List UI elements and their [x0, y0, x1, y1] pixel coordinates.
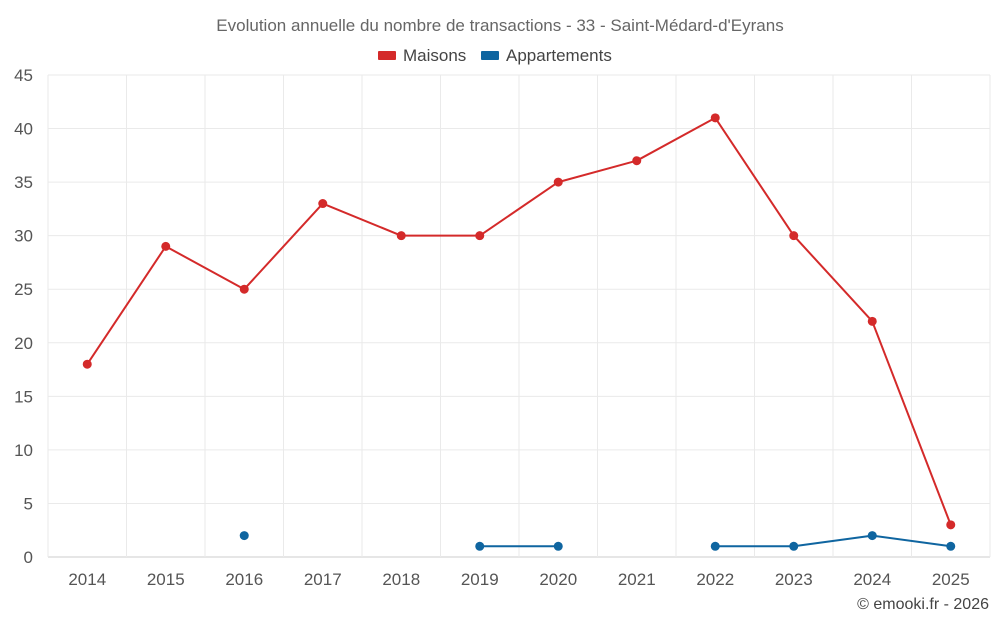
data-point-appartements-2020[interactable]	[553, 541, 563, 551]
x-tick-label: 2023	[775, 570, 813, 589]
legend-swatch	[481, 51, 499, 60]
x-tick-label: 2024	[853, 570, 891, 589]
data-point-appartements-2016[interactable]	[239, 531, 249, 541]
y-axis: 0 5 10 15 20 25 30 35 40 45	[14, 66, 33, 567]
series-group	[82, 113, 956, 551]
data-point-maisons-2015[interactable]	[161, 241, 171, 251]
legend: Maisons Appartements	[378, 46, 612, 65]
x-tick-label: 2025	[932, 570, 970, 589]
x-tick-label: 2015	[147, 570, 185, 589]
data-point-appartements-2019[interactable]	[475, 541, 485, 551]
data-point-maisons-2023[interactable]	[789, 231, 799, 241]
data-point-maisons-2019[interactable]	[475, 231, 485, 241]
y-tick-label: 30	[14, 227, 33, 246]
data-point-appartements-2023[interactable]	[789, 541, 799, 551]
x-tick-label: 2017	[304, 570, 342, 589]
y-tick-label: 40	[14, 120, 33, 139]
x-tick-label: 2021	[618, 570, 656, 589]
legend-label: Maisons	[403, 46, 466, 65]
data-point-maisons-2024[interactable]	[867, 316, 877, 326]
y-tick-label: 10	[14, 441, 33, 460]
chart-title: Evolution annuelle du nombre de transact…	[216, 16, 783, 35]
data-point-maisons-2025[interactable]	[946, 520, 956, 530]
y-tick-label: 15	[14, 387, 33, 406]
data-point-appartements-2022[interactable]	[710, 541, 720, 551]
data-point-maisons-2016[interactable]	[239, 284, 249, 294]
grid-lines	[47, 74, 991, 558]
data-point-maisons-2022[interactable]	[710, 113, 720, 123]
series-line-maisons	[86, 116, 952, 526]
y-tick-label: 25	[14, 280, 33, 299]
data-point-maisons-2018[interactable]	[396, 231, 406, 241]
series-maisons	[82, 113, 956, 530]
data-point-maisons-2020[interactable]	[553, 177, 563, 187]
y-tick-label: 0	[24, 548, 33, 567]
data-point-maisons-2021[interactable]	[632, 156, 642, 166]
series-line-appartements	[715, 534, 951, 548]
y-tick-label: 20	[14, 334, 33, 353]
legend-item-maisons[interactable]: Maisons	[378, 46, 466, 65]
x-tick-label: 2014	[68, 570, 106, 589]
data-point-appartements-2024[interactable]	[867, 531, 877, 541]
x-tick-label: 2019	[461, 570, 499, 589]
y-tick-label: 45	[14, 66, 33, 85]
x-tick-label: 2016	[225, 570, 263, 589]
y-tick-label: 35	[14, 173, 33, 192]
x-tick-label: 2018	[382, 570, 420, 589]
x-tick-label: 2022	[696, 570, 734, 589]
credit-text: © emooki.fr - 2026	[857, 596, 989, 613]
legend-item-appartements[interactable]: Appartements	[481, 46, 612, 65]
data-point-appartements-2025[interactable]	[946, 541, 956, 551]
data-point-maisons-2014[interactable]	[82, 359, 92, 369]
legend-label: Appartements	[506, 46, 612, 65]
series-appartements	[239, 531, 956, 551]
x-tick-label: 2020	[539, 570, 577, 589]
data-point-maisons-2017[interactable]	[318, 199, 328, 209]
legend-swatch	[378, 51, 396, 60]
x-axis: 2014 2015 2016 2017 2018 2019 2020 2021 2022 2023…	[68, 570, 969, 589]
y-tick-label: 5	[24, 494, 33, 513]
